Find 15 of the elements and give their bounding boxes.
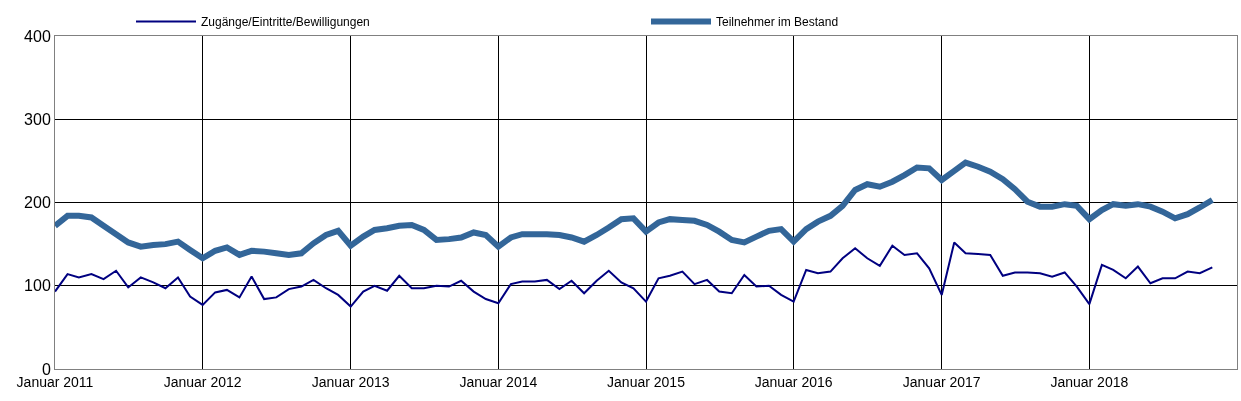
x-tick-label: Januar 2016 bbox=[754, 373, 833, 390]
x-tick-label: Januar 2014 bbox=[459, 373, 538, 390]
legend-label: Zugänge/Eintritte/Bewilligungen bbox=[201, 15, 370, 30]
x-tick-label: Januar 2013 bbox=[311, 373, 390, 390]
line-series bbox=[55, 241, 1214, 308]
x-tick-label: Januar 2012 bbox=[163, 373, 242, 390]
y-tick-label: 400 bbox=[24, 27, 51, 45]
legend-label: Teilnehmer im Bestand bbox=[716, 15, 839, 30]
y-tick-label: 200 bbox=[24, 194, 51, 212]
y-tick-label: 100 bbox=[24, 277, 51, 295]
y-tick-label: 300 bbox=[24, 110, 51, 128]
y-tick-label: 0 bbox=[41, 360, 51, 378]
x-tick-label: Januar 2018 bbox=[1050, 373, 1129, 390]
x-tick-label: Januar 2017 bbox=[902, 373, 981, 390]
x-tick-label: Januar 2015 bbox=[607, 373, 686, 390]
